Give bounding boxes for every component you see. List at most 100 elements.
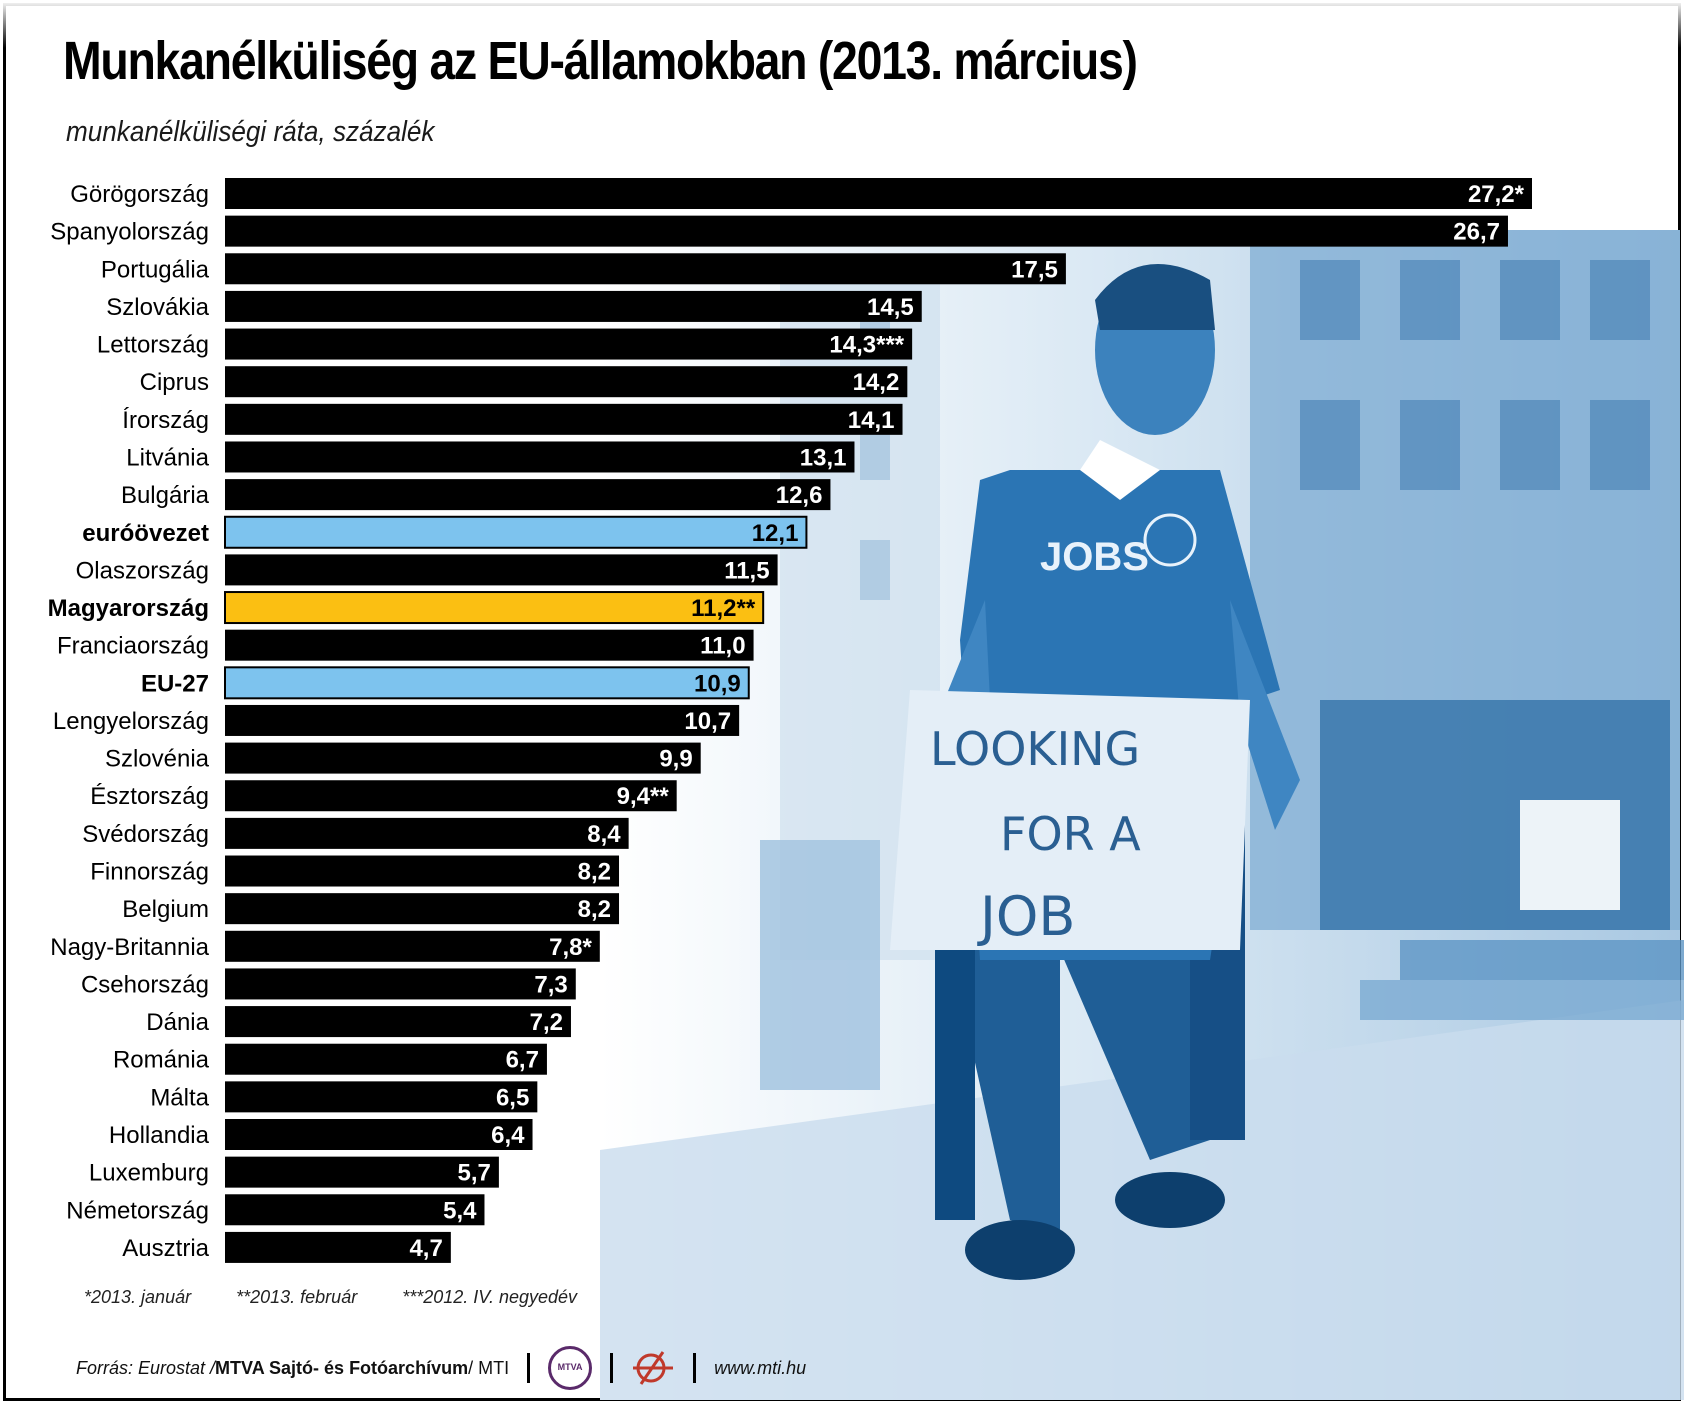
- bar: [224, 515, 808, 549]
- separator: [610, 1353, 614, 1383]
- value-label: 12,1: [752, 520, 799, 547]
- value-label: 14,2: [853, 369, 900, 396]
- bar: [224, 591, 765, 625]
- bar: [225, 1156, 499, 1188]
- value-label: 11,0: [700, 633, 745, 660]
- bars-layer: Görögország 27,2* Spanyolország 26,7 Portugá…: [48, 178, 1532, 1263]
- value-label: 7,8*: [549, 934, 592, 961]
- chart-subtitle: munkanélküliségi ráta, százalék: [66, 116, 435, 148]
- category-label: Finnország: [90, 859, 209, 886]
- bar: [225, 479, 831, 511]
- value-label: 14,3***: [829, 332, 904, 359]
- value-label: 11,2**: [691, 595, 756, 622]
- bar: [225, 1043, 547, 1075]
- bar: [225, 1231, 451, 1263]
- bar: [225, 1081, 538, 1113]
- footnote-1: *2013. január: [84, 1287, 192, 1307]
- bar: [225, 366, 908, 398]
- bar: [225, 215, 1508, 247]
- footnote-2: **2013. február: [236, 1287, 358, 1307]
- value-label: 7,2: [530, 1009, 563, 1036]
- footnotes: *2013. január **2013. február ***2012. I…: [84, 1287, 617, 1308]
- category-label: Lengyelország: [53, 708, 209, 735]
- value-label: 9,4**: [617, 783, 670, 810]
- bar: [225, 742, 701, 774]
- source-archive: MTVA Sajtó- és Fotóarchívum: [215, 1357, 469, 1378]
- bar: [225, 1194, 485, 1226]
- bar: [225, 441, 855, 473]
- category-label: Ciprus: [140, 369, 209, 396]
- footnote-3: ***2012. IV. negyedév: [402, 1287, 578, 1307]
- category-label: Magyarország: [48, 595, 209, 622]
- bar: [225, 704, 740, 736]
- category-label: Írország: [122, 407, 209, 434]
- category-label: Lettország: [97, 332, 209, 359]
- category-label: Portugália: [101, 256, 210, 283]
- category-label: Belgium: [122, 896, 209, 923]
- category-label: Szlovénia: [105, 746, 210, 773]
- category-label: Franciaország: [57, 633, 209, 660]
- mti-logo-icon: [633, 1351, 674, 1385]
- bar: [225, 328, 913, 360]
- value-label: 8,2: [578, 859, 611, 886]
- value-label: 13,1: [800, 444, 847, 471]
- value-label: 17,5: [1011, 256, 1058, 283]
- category-label: Németország: [66, 1197, 209, 1224]
- category-label: euróövezet: [82, 520, 209, 547]
- website-link[interactable]: www.mti.hu: [714, 1357, 807, 1378]
- shirt-text: JOBS: [1040, 535, 1149, 579]
- bar: [225, 817, 629, 849]
- chart-title: Munkanélküliség az EU-államokban (2013. …: [63, 31, 1138, 91]
- category-label: Görögország: [70, 181, 209, 208]
- bar: [225, 403, 903, 435]
- value-label: 11,5: [724, 557, 769, 584]
- bar: [225, 855, 620, 887]
- value-label: 8,2: [578, 896, 611, 923]
- bar: [225, 968, 576, 1000]
- bar: [225, 290, 922, 322]
- category-label: Románia: [113, 1047, 210, 1074]
- sign-line-2: FOR A: [1000, 807, 1141, 861]
- category-label: Svédország: [82, 821, 209, 848]
- category-label: Nagy-Britannia: [50, 934, 209, 961]
- mtva-logo-icon: MTVA: [548, 1346, 593, 1390]
- value-label: 26,7: [1453, 219, 1500, 246]
- category-label: Bulgária: [121, 482, 210, 509]
- category-label: Málta: [150, 1084, 209, 1111]
- value-label: 6,5: [496, 1084, 529, 1111]
- bar: [225, 780, 677, 812]
- separator: [527, 1353, 531, 1383]
- source-line: Forrás: Eurostat / MTVA Sajtó- és Fotóar…: [76, 1346, 806, 1390]
- mtva-logo-text: MTVA: [557, 1362, 583, 1372]
- value-label: 27,2*: [1468, 181, 1525, 208]
- value-label: 12,6: [776, 482, 823, 509]
- category-label: Észtország: [90, 783, 209, 810]
- category-label: Dánia: [146, 1009, 209, 1036]
- bar: [225, 554, 778, 586]
- value-label: 7,3: [534, 971, 567, 998]
- bar: [225, 1006, 571, 1038]
- separator: [693, 1353, 697, 1383]
- bar: [225, 930, 600, 962]
- value-label: 6,7: [506, 1047, 539, 1074]
- source-prefix: Forrás: Eurostat /: [76, 1357, 216, 1378]
- category-label: Szlovákia: [106, 294, 209, 321]
- category-label: Luxemburg: [89, 1160, 209, 1187]
- category-label: Olaszország: [76, 557, 209, 584]
- value-label: 10,9: [694, 670, 741, 697]
- bar: [225, 893, 620, 925]
- category-label: Csehország: [81, 971, 209, 998]
- value-label: 10,7: [684, 708, 731, 735]
- sign-line-1: LOOKING: [930, 722, 1140, 776]
- value-label: 14,5: [867, 294, 914, 321]
- source-suffix: / MTI: [468, 1357, 510, 1378]
- bar: [225, 1119, 533, 1150]
- value-label: 4,7: [409, 1235, 442, 1262]
- value-label: 5,7: [458, 1160, 491, 1187]
- value-label: 9,9: [659, 746, 692, 773]
- bar: [225, 629, 754, 661]
- category-label: Litvánia: [126, 444, 209, 471]
- sign-line-3: JOB: [977, 885, 1075, 948]
- value-label: 8,4: [587, 821, 621, 848]
- value-label: 14,1: [848, 407, 895, 434]
